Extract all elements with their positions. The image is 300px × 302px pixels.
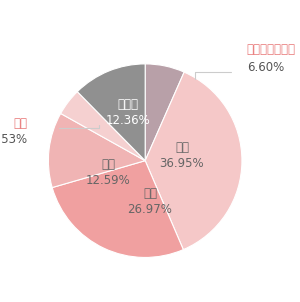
Text: 中国
36.95%: 中国 36.95% xyxy=(160,141,204,170)
Text: 韓国
12.59%: 韓国 12.59% xyxy=(86,158,131,187)
Wedge shape xyxy=(77,64,145,161)
Text: オーストラリア: オーストラリア xyxy=(247,43,296,56)
Wedge shape xyxy=(52,161,183,257)
Wedge shape xyxy=(48,114,145,188)
Text: 4.53%: 4.53% xyxy=(0,133,27,146)
Text: 日本
26.97%: 日本 26.97% xyxy=(128,187,172,216)
Wedge shape xyxy=(145,72,242,250)
Text: その他
12.36%: その他 12.36% xyxy=(105,98,150,127)
Wedge shape xyxy=(145,64,184,161)
Text: 6.60%: 6.60% xyxy=(247,61,284,74)
Text: 台湾: 台湾 xyxy=(13,117,27,130)
Wedge shape xyxy=(61,92,145,161)
